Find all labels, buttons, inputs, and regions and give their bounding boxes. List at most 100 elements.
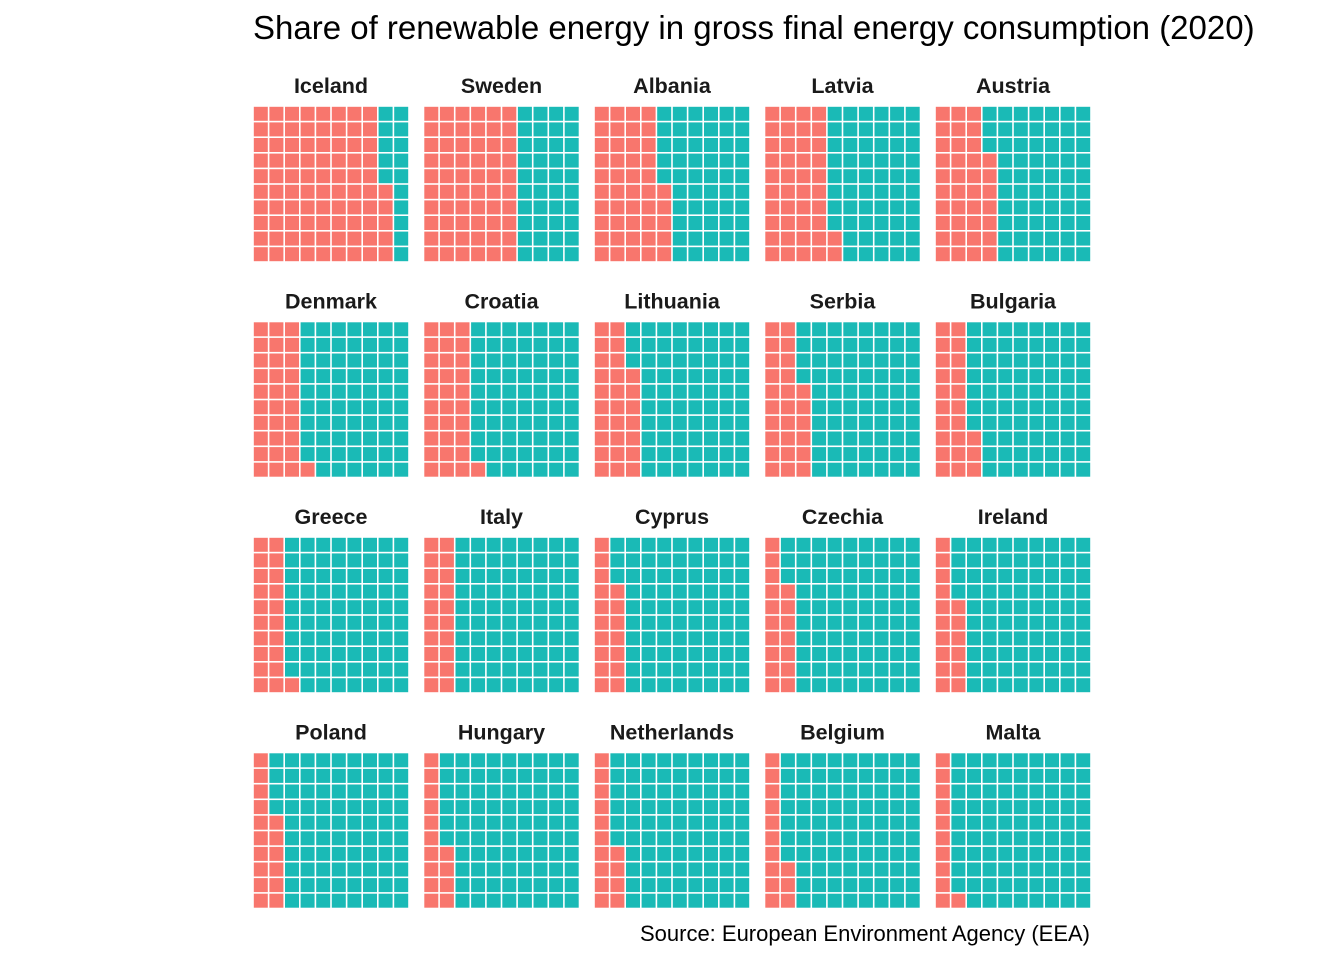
other-cell [967, 369, 981, 384]
other-cell [517, 893, 532, 908]
other-cell [951, 584, 966, 599]
other-cell [486, 537, 501, 552]
renewable-cell [439, 862, 454, 877]
other-cell [564, 184, 579, 199]
other-cell [704, 369, 718, 384]
other-cell [998, 400, 1013, 415]
other-cell [285, 553, 299, 568]
renewable-cell [347, 200, 362, 215]
renewable-cell [455, 431, 470, 446]
renewable-cell [300, 247, 315, 262]
other-cell [796, 662, 811, 677]
other-cell [316, 678, 331, 693]
renewable-cell [439, 537, 454, 552]
other-cell [347, 815, 362, 830]
other-cell [471, 647, 486, 661]
other-cell [827, 862, 842, 877]
other-cell [1060, 768, 1075, 783]
other-cell [1060, 800, 1075, 815]
other-cell [858, 647, 873, 661]
other-cell [982, 569, 997, 583]
other-cell [982, 369, 997, 384]
other-cell [533, 231, 548, 246]
renewable-cell [967, 138, 981, 152]
renewable-cell [471, 122, 486, 137]
other-cell [347, 353, 362, 368]
renewable-cell [935, 322, 950, 337]
other-cell [300, 447, 315, 462]
other-cell [486, 662, 501, 677]
other-cell [517, 247, 532, 262]
other-cell [549, 322, 564, 337]
renewable-cell [765, 678, 780, 693]
renewable-cell [626, 462, 640, 477]
other-cell [735, 400, 750, 415]
other-cell [719, 647, 734, 661]
other-cell [905, 384, 920, 399]
other-cell [1060, 553, 1075, 568]
other-cell [471, 384, 486, 399]
other-cell [300, 846, 315, 861]
other-cell [564, 462, 579, 477]
renewable-cell [765, 353, 780, 368]
panel-czechia: Czechia [765, 505, 920, 693]
renewable-cell [502, 231, 517, 246]
other-cell [905, 462, 920, 477]
other-cell [564, 415, 579, 430]
renewable-cell [269, 615, 284, 630]
renewable-cell [439, 615, 454, 630]
other-cell [657, 400, 672, 415]
renewable-cell [641, 231, 656, 246]
renewable-cell [347, 106, 362, 121]
other-cell [331, 893, 346, 908]
other-cell [858, 662, 873, 677]
other-cell [704, 615, 718, 630]
renewable-cell [439, 647, 454, 661]
other-cell [704, 537, 718, 552]
renewable-cell [300, 138, 315, 152]
other-cell [858, 122, 873, 137]
renewable-cell [269, 662, 284, 677]
other-cell [858, 322, 873, 337]
other-cell [394, 753, 409, 768]
other-cell [1029, 400, 1044, 415]
other-cell [471, 615, 486, 630]
other-cell [858, 615, 873, 630]
renewable-cell [285, 415, 299, 430]
other-cell [843, 247, 858, 262]
other-cell [549, 831, 564, 846]
renewable-cell [439, 200, 454, 215]
other-cell [998, 800, 1013, 815]
renewable-cell [424, 800, 439, 815]
other-cell [517, 216, 532, 230]
renewable-cell [285, 184, 299, 199]
other-cell [874, 768, 889, 783]
renewable-cell [502, 169, 517, 184]
other-cell [564, 247, 579, 262]
other-cell [704, 784, 718, 799]
other-cell [316, 353, 331, 368]
other-cell [998, 662, 1013, 677]
other-cell [890, 678, 905, 693]
other-cell [905, 337, 920, 352]
renewable-cell [378, 247, 393, 262]
renewable-cell [951, 431, 966, 446]
other-cell [394, 831, 409, 846]
other-cell [316, 415, 331, 430]
renewable-cell [502, 106, 517, 121]
other-cell [827, 462, 842, 477]
other-cell [300, 893, 315, 908]
renewable-cell [594, 893, 609, 908]
renewable-cell [424, 369, 439, 384]
other-cell [688, 631, 703, 646]
other-cell [780, 815, 795, 830]
renewable-cell [439, 384, 454, 399]
other-cell [1045, 831, 1059, 846]
other-cell [905, 169, 920, 184]
other-cell [843, 431, 858, 446]
other-cell [812, 462, 827, 477]
other-cell [347, 337, 362, 352]
renewable-cell [486, 169, 501, 184]
other-cell [300, 831, 315, 846]
other-cell [533, 569, 548, 583]
